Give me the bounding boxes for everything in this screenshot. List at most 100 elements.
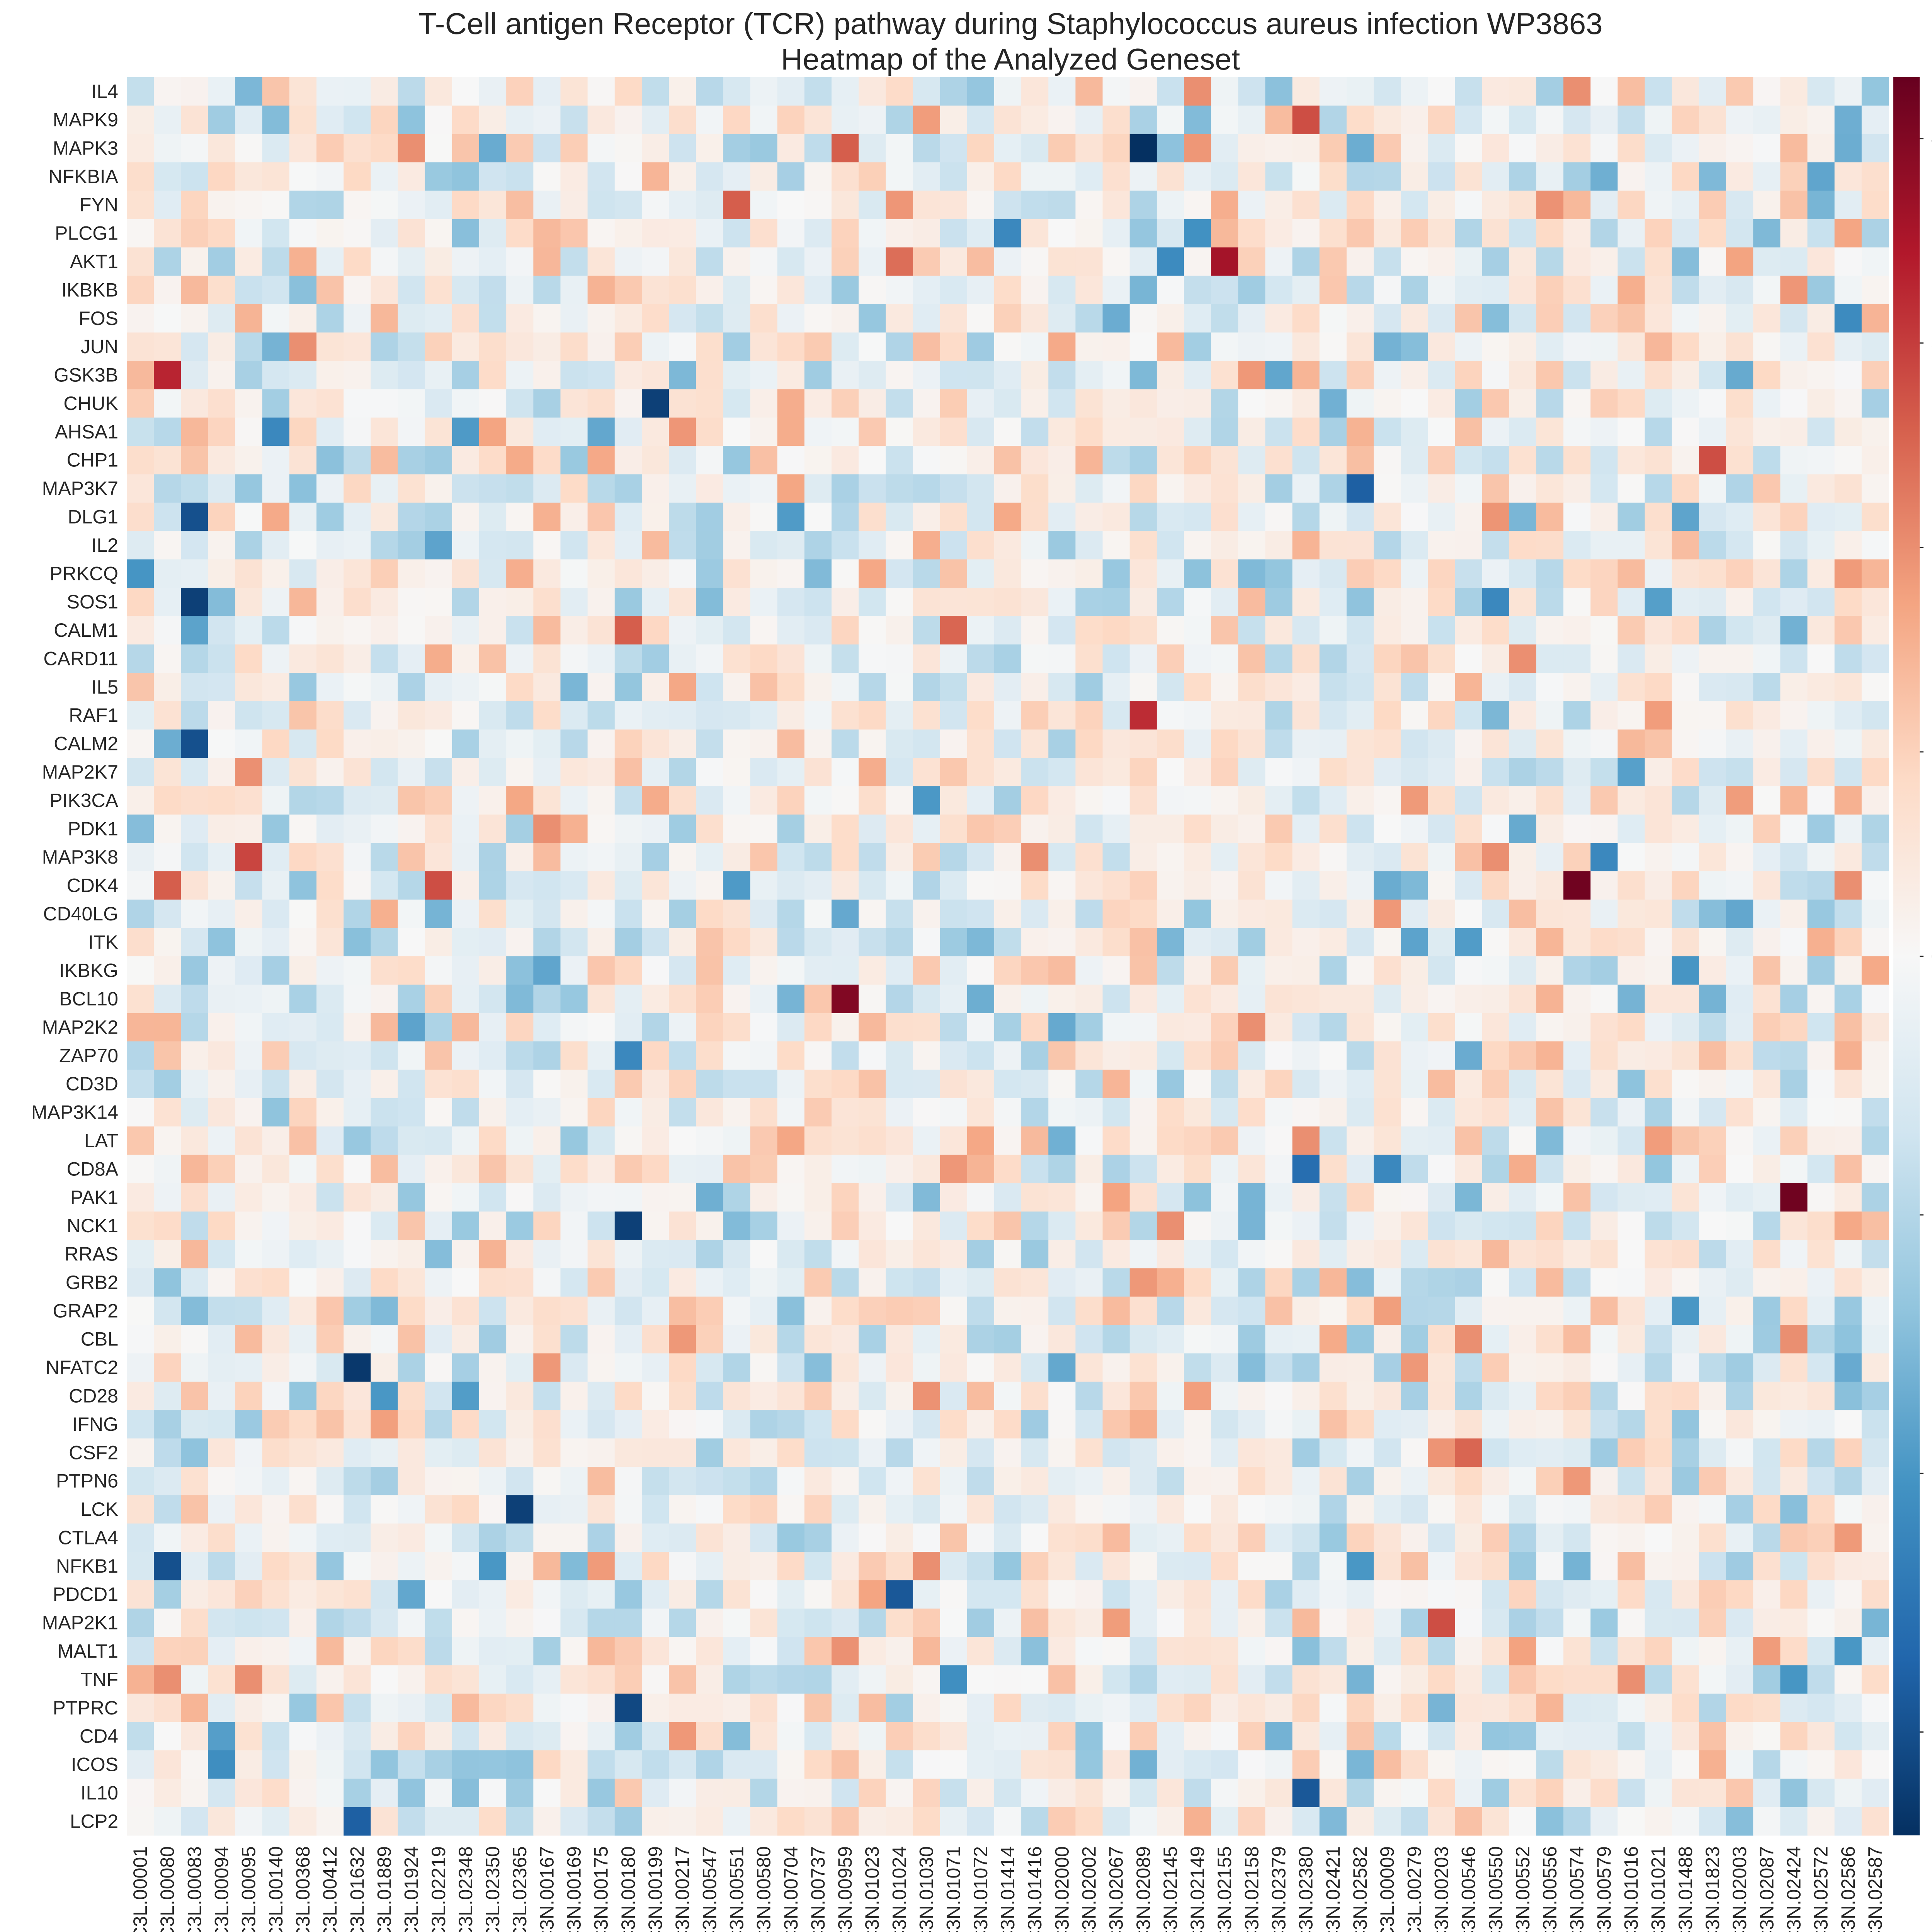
heatmap-cell bbox=[1129, 1325, 1157, 1354]
heatmap-cell bbox=[316, 276, 344, 304]
row-label: CD28 bbox=[69, 1385, 118, 1407]
heatmap-cell bbox=[940, 105, 968, 134]
heatmap-cell bbox=[371, 786, 398, 815]
heatmap-cell bbox=[1563, 1750, 1591, 1779]
heatmap-cell bbox=[913, 644, 940, 673]
heatmap-cell bbox=[1753, 1013, 1781, 1042]
heatmap-cell bbox=[1021, 559, 1049, 588]
heatmap-cell bbox=[1590, 162, 1618, 191]
heatmap-cell bbox=[614, 871, 642, 900]
heatmap-cell bbox=[587, 1722, 615, 1751]
heatmap-cell bbox=[886, 134, 913, 163]
heatmap-cell bbox=[1292, 1155, 1320, 1184]
heatmap-cell bbox=[641, 1296, 669, 1325]
heatmap-cell bbox=[452, 1353, 480, 1382]
heatmap-cell bbox=[235, 1466, 263, 1495]
heatmap-cell bbox=[398, 276, 425, 304]
heatmap-cell bbox=[696, 1240, 723, 1269]
heatmap-cell bbox=[1563, 247, 1591, 276]
heatmap-cell bbox=[696, 587, 723, 616]
heatmap-cell bbox=[398, 1041, 425, 1070]
heatmap-cell bbox=[641, 502, 669, 531]
row-label: DLG1 bbox=[68, 506, 118, 528]
heatmap-cell bbox=[1265, 502, 1293, 531]
heatmap-cell bbox=[1509, 1580, 1537, 1609]
heatmap-cell bbox=[1156, 105, 1184, 134]
column-label: C3N.00552 bbox=[1512, 1846, 1534, 1932]
heatmap-cell bbox=[1699, 587, 1726, 616]
heatmap-cell bbox=[316, 587, 344, 616]
heatmap-cell bbox=[533, 77, 561, 106]
heatmap-cell bbox=[696, 1750, 723, 1779]
heatmap-cell bbox=[1482, 1608, 1510, 1637]
heatmap-cell bbox=[1211, 587, 1238, 616]
heatmap-cell bbox=[1645, 1155, 1672, 1184]
heatmap-cell bbox=[1455, 1296, 1483, 1325]
heatmap-cell bbox=[1374, 956, 1401, 985]
heatmap-cell bbox=[1021, 956, 1049, 985]
heatmap-cell bbox=[1861, 190, 1889, 219]
heatmap-cell bbox=[1102, 1552, 1130, 1581]
heatmap-cell bbox=[641, 985, 669, 1014]
heatmap-cell bbox=[235, 219, 263, 248]
heatmap-cell bbox=[1292, 786, 1320, 815]
heatmap-cell bbox=[886, 729, 913, 758]
heatmap-cell bbox=[750, 1637, 778, 1666]
heatmap-cell bbox=[1726, 77, 1753, 106]
heatmap-cell bbox=[506, 1665, 534, 1694]
heatmap-cell bbox=[1401, 531, 1428, 560]
heatmap-cell bbox=[913, 1041, 940, 1070]
heatmap-cell bbox=[1265, 985, 1293, 1014]
heatmap-cell bbox=[1238, 956, 1266, 985]
heatmap-cell bbox=[1265, 1665, 1293, 1694]
heatmap-cell bbox=[994, 843, 1022, 872]
heatmap-cell bbox=[967, 1637, 995, 1666]
heatmap-cell bbox=[859, 219, 886, 248]
heatmap-cell bbox=[262, 1722, 290, 1751]
heatmap-cell bbox=[750, 1779, 778, 1808]
heatmap-cell bbox=[1428, 843, 1456, 872]
heatmap-cell bbox=[913, 1381, 940, 1410]
heatmap-cell bbox=[1509, 758, 1537, 787]
heatmap-cell bbox=[1184, 77, 1211, 106]
heatmap-cell bbox=[208, 758, 236, 787]
heatmap-cell bbox=[1346, 247, 1374, 276]
heatmap-cell bbox=[208, 928, 236, 957]
heatmap-cell bbox=[1780, 701, 1808, 730]
heatmap-cell bbox=[587, 304, 615, 333]
heatmap-cell bbox=[560, 1665, 588, 1694]
heatmap-cell bbox=[316, 389, 344, 418]
heatmap-cell bbox=[1374, 673, 1401, 702]
heatmap-cell bbox=[1211, 928, 1238, 957]
heatmap-cell bbox=[371, 1637, 398, 1666]
column-label: C3N.01024 bbox=[888, 1846, 910, 1932]
colorbar-ticks: 43210−1−2−3 bbox=[1920, 129, 1932, 1742]
heatmap-cell bbox=[641, 1240, 669, 1269]
heatmap-cell bbox=[1617, 1325, 1645, 1354]
heatmap-cell bbox=[1374, 1126, 1401, 1155]
heatmap-cell bbox=[1292, 1183, 1320, 1212]
heatmap-cell bbox=[832, 1211, 859, 1240]
heatmap-cell bbox=[127, 985, 154, 1014]
heatmap-cell bbox=[181, 389, 209, 418]
heatmap-cell bbox=[1238, 1438, 1266, 1467]
heatmap-cell bbox=[641, 1155, 669, 1184]
heatmap-cell bbox=[994, 1211, 1022, 1240]
heatmap-cell bbox=[1021, 985, 1049, 1014]
heatmap-cell bbox=[1509, 1098, 1537, 1127]
heatmap-cell bbox=[859, 162, 886, 191]
heatmap-cell bbox=[696, 616, 723, 645]
heatmap-cell bbox=[1482, 871, 1510, 900]
heatmap-cell bbox=[1238, 1098, 1266, 1127]
heatmap-cell bbox=[127, 531, 154, 560]
heatmap-cell bbox=[967, 247, 995, 276]
heatmap-cell bbox=[1455, 1750, 1483, 1779]
heatmap-cell bbox=[344, 1155, 371, 1184]
heatmap-cell bbox=[1861, 1183, 1889, 1212]
heatmap-cell bbox=[1482, 786, 1510, 815]
heatmap-cell bbox=[1401, 219, 1428, 248]
heatmap-cell bbox=[1021, 1779, 1049, 1808]
heatmap-cell bbox=[452, 1807, 480, 1836]
heatmap-cell bbox=[1129, 559, 1157, 588]
heatmap-cell bbox=[452, 559, 480, 588]
